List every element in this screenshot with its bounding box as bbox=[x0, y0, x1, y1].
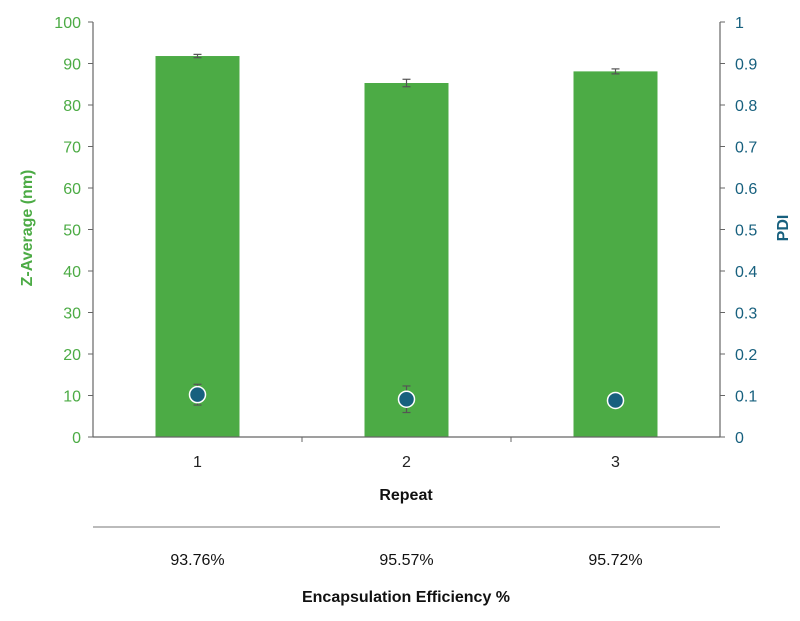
efficiency-title: Encapsulation Efficiency % bbox=[302, 589, 510, 606]
efficiency-table: 93.76% 95.57% 95.72% bbox=[170, 552, 642, 569]
pdi-point-1 bbox=[188, 385, 207, 404]
x-tick-label: 2 bbox=[402, 454, 411, 471]
markers-layer bbox=[188, 383, 625, 414]
y-axis-right-title: PDI bbox=[775, 215, 792, 242]
y-left-tick-label: 30 bbox=[63, 306, 81, 323]
y-left-tick-label: 10 bbox=[63, 389, 81, 406]
efficiency-value-3: 95.72% bbox=[588, 552, 642, 569]
y-right-tick-label: 0 bbox=[735, 430, 744, 447]
y-left-tick-label: 40 bbox=[63, 264, 81, 281]
efficiency-value-1: 93.76% bbox=[170, 552, 224, 569]
ticks-layer: 0 10 20 30 40 50 60 70 80 90 100 0 0.1 0.2 0.3 0.4 0.5 0.… bbox=[54, 15, 757, 471]
y-left-tick-label: 60 bbox=[63, 181, 81, 198]
y-right-tick-label: 0.6 bbox=[735, 181, 757, 198]
y-right-tick-label: 0.5 bbox=[735, 223, 757, 240]
y-right-tick-label: 0.1 bbox=[735, 389, 757, 406]
y-left-tick-label: 70 bbox=[63, 140, 81, 157]
pdi-point-3 bbox=[606, 391, 625, 410]
bar-error-bar-3 bbox=[611, 68, 620, 75]
pdi-point-2 bbox=[397, 390, 416, 408]
y-left-tick-label: 90 bbox=[63, 57, 81, 74]
y-right-tick-label: 0.4 bbox=[735, 264, 757, 281]
axes-layer bbox=[88, 21, 725, 442]
x-tick-label: 1 bbox=[193, 454, 202, 471]
bar-1 bbox=[155, 56, 240, 437]
bar-3 bbox=[573, 71, 658, 437]
y-left-tick-label: 0 bbox=[72, 430, 81, 447]
y-right-tick-label: 0.9 bbox=[735, 57, 757, 74]
y-axis-left-title: Z-Average (nm) bbox=[19, 170, 36, 287]
bar-2 bbox=[364, 83, 449, 437]
y-right-tick-label: 0.3 bbox=[735, 306, 757, 323]
y-left-tick-label: 80 bbox=[63, 98, 81, 115]
y-right-tick-label: 0.8 bbox=[735, 98, 757, 115]
y-left-tick-label: 20 bbox=[63, 347, 81, 364]
bars-layer bbox=[155, 53, 658, 437]
y-right-tick-label: 0.2 bbox=[735, 347, 757, 364]
y-right-tick-label: 1 bbox=[735, 15, 744, 32]
x-axis-title: Repeat bbox=[379, 487, 433, 504]
bar-error-bar-1 bbox=[193, 53, 202, 59]
efficiency-value-2: 95.57% bbox=[379, 552, 433, 569]
bar-error-bar-2 bbox=[402, 78, 411, 88]
y-left-tick-label: 50 bbox=[63, 223, 81, 240]
y-right-tick-label: 0.7 bbox=[735, 140, 757, 157]
y-left-tick-label: 100 bbox=[54, 15, 81, 32]
x-tick-label: 3 bbox=[611, 454, 620, 471]
